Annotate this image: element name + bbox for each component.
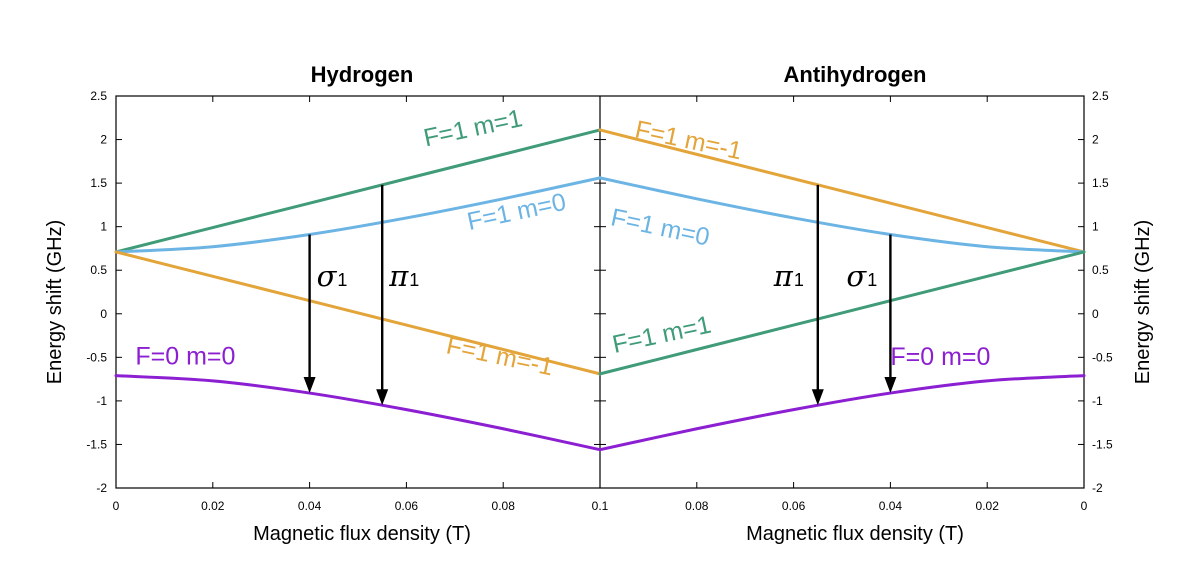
transition-symbol: π <box>388 259 409 293</box>
antihydrogen-x-tick-label: 0 <box>1081 499 1088 513</box>
right-y-tick-label: -1 <box>1092 394 1103 408</box>
left-y-tick-label: -2 <box>96 481 107 495</box>
left-y-tick-label: -0.5 <box>86 350 107 364</box>
hydrogen-transition-label: π1 <box>388 259 419 293</box>
right-y-tick-label: 0 <box>1092 307 1099 321</box>
transition-subscript: 1 <box>409 270 419 290</box>
antihydrogen-series-label: F=1 m=1 <box>610 311 714 359</box>
left-y-axis-label: Energy shift (GHz) <box>44 220 66 384</box>
hydrogen-series-label: F=1 m=1 <box>421 104 525 152</box>
antihydrogen-x-tick-label: 0.06 <box>782 499 806 513</box>
left-y-tick-label: 2.5 <box>90 89 107 103</box>
hydrogen-x-tick-label: 0.04 <box>298 499 322 513</box>
left-y-tick-label: 1.5 <box>90 176 107 190</box>
hydrogen-x-axis-label: Magnetic flux density (T) <box>253 523 471 545</box>
right-y-tick-label: 0.5 <box>1092 263 1109 277</box>
right-y-tick-label: -1.5 <box>1092 437 1113 451</box>
antihydrogen-x-axis-label: Magnetic flux density (T) <box>746 523 964 545</box>
left-y-tick-label: 2 <box>100 133 107 147</box>
antihydrogen-transition-arrowhead <box>884 377 897 394</box>
antihydrogen-series-label: F=0 m=0 <box>890 343 990 371</box>
right-y-tick-label: -0.5 <box>1092 350 1113 364</box>
left-y-tick-label: 0 <box>100 307 107 321</box>
right-y-tick-label: 2 <box>1092 133 1099 147</box>
hydrogen-series-label: F=1 m=-1 <box>444 331 556 381</box>
antihydrogen-series-f-1-m-0 <box>598 176 1086 254</box>
transition-symbol: π <box>773 259 794 293</box>
hydrogen-x-tick-label: 0.06 <box>395 499 419 513</box>
hydrogen-transition-arrowhead <box>303 377 316 394</box>
hydrogen-series-f-0-m-0 <box>114 374 602 452</box>
axes: 2.5 2.5 2 2 1.5 1.5 1 1 0.5 0.5 0 0 -0.5 -0.5 -1 -1 -1.5… <box>86 89 1113 513</box>
hydrogen-series-f-1-m-1 <box>114 250 602 376</box>
hydrogen-series-f-1-m-1 <box>114 128 602 254</box>
right-y-tick-label: 2.5 <box>1092 89 1109 103</box>
antihydrogen-transition-arrowhead <box>811 389 824 406</box>
hydrogen-x-tick-label: 0.08 <box>492 499 516 513</box>
antihydrogen-series-label: F=1 m=-1 <box>633 115 745 165</box>
transition-subscript: 1 <box>867 270 877 290</box>
antihydrogen-series-f-0-m-0 <box>598 374 1086 452</box>
transition-symbol: σ <box>846 259 867 293</box>
hydrogen-series-f-1-m-0 <box>114 176 602 254</box>
antihydrogen-x-tick-label: 0.08 <box>685 499 709 513</box>
antihydrogen-x-tick-label: 0.02 <box>976 499 1000 513</box>
right-y-tick-label: 1 <box>1092 220 1099 234</box>
axis-labels: Magnetic flux density (T) Magnetic flux … <box>44 220 1154 545</box>
antihydrogen-series-f-1-m-1 <box>598 128 1086 254</box>
hydrogen-x-tick-label: 0.1 <box>592 499 609 513</box>
hydrogen-x-tick-label: 0 <box>113 499 120 513</box>
right-y-tick-label: 1.5 <box>1092 176 1109 190</box>
antihydrogen-x-tick-label: 0.04 <box>879 499 903 513</box>
left-y-tick-label: 0.5 <box>90 263 107 277</box>
transition-subscript: 1 <box>794 270 804 290</box>
hydrogen-title: Hydrogen <box>311 62 414 87</box>
hydrogen-transition-arrowhead <box>376 389 389 406</box>
transition-symbol: σ <box>317 259 338 293</box>
hydrogen-x-tick-label: 0.02 <box>201 499 225 513</box>
antihydrogen-transition-label: σ1 <box>846 259 877 293</box>
panel-titles: Hydrogen Antihydrogen <box>311 62 927 87</box>
antihydrogen-series-label: F=1 m=0 <box>608 203 712 251</box>
antihydrogen-series-f-1-m-1 <box>598 250 1086 376</box>
left-y-tick-label: -1.5 <box>86 437 107 451</box>
hydrogen-series-label: F=0 m=0 <box>135 342 235 370</box>
right-y-tick-label: -2 <box>1092 481 1103 495</box>
hydrogen-transition-label: σ1 <box>317 259 348 293</box>
transition-subscript: 1 <box>337 270 347 290</box>
antihydrogen-transition-label: π1 <box>773 259 804 293</box>
left-y-tick-label: 1 <box>100 220 107 234</box>
left-y-tick-label: -1 <box>96 394 107 408</box>
right-y-axis-label: Energy shift (GHz) <box>1132 220 1154 384</box>
antihydrogen-title: Antihydrogen <box>784 62 927 87</box>
